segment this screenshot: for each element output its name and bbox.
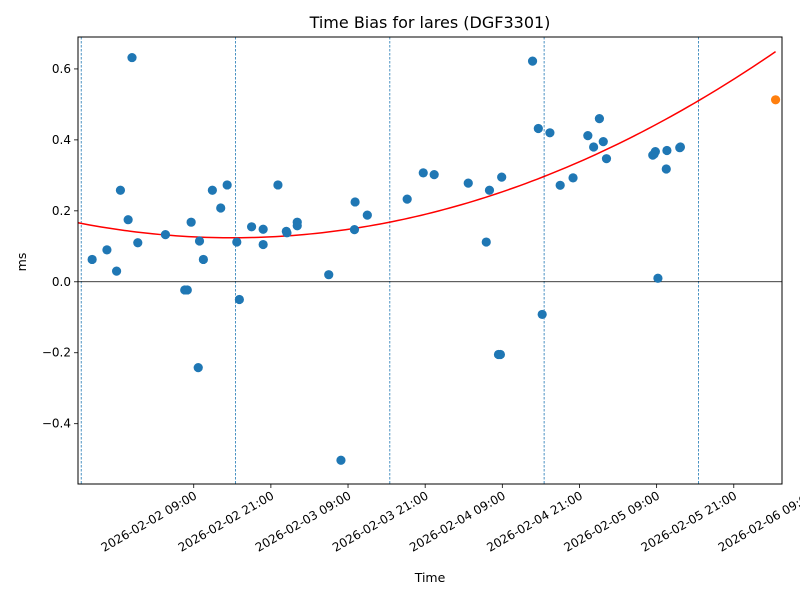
data-point: [207, 185, 217, 195]
y-tick-label: 0.4: [52, 133, 71, 147]
data-point: [568, 173, 578, 183]
y-tick-label: −0.4: [42, 417, 71, 431]
data-point: [533, 123, 543, 134]
data-point: [418, 168, 428, 178]
data-point: [222, 180, 232, 190]
data-point: [661, 164, 671, 174]
data-point: [545, 128, 555, 138]
data-point: [246, 222, 257, 232]
data-point: [115, 185, 126, 195]
y-tick-label: 0.0: [52, 275, 71, 289]
data-point: [258, 224, 268, 234]
data-point: [555, 180, 565, 190]
y-tick-label: 0.6: [52, 62, 71, 76]
session-boundary-lines: [80, 37, 699, 484]
data-point: [484, 185, 495, 195]
data-point: [292, 221, 302, 231]
data-point: [537, 309, 547, 320]
data-point: [527, 56, 538, 66]
fit-curve-group: [77, 50, 776, 239]
data-point: [336, 455, 346, 465]
plot-area: [78, 37, 782, 484]
data-point: [362, 210, 372, 220]
data-point: [653, 273, 663, 283]
data-point: [160, 230, 171, 240]
plot-border: [77, 36, 783, 485]
data-point: [349, 225, 360, 235]
data-point: [583, 131, 593, 141]
data-point: [594, 114, 605, 124]
y-axis-ticks: −0.4 −0.2 0.0 0.2 0.4 0.6: [42, 62, 78, 431]
fit-curve: [77, 50, 776, 239]
data-point: [662, 145, 672, 156]
data-points: [87, 52, 781, 465]
data-point: [232, 237, 242, 247]
data-point: [402, 194, 412, 204]
y-axis-label: ms: [14, 253, 29, 272]
data-point: [429, 170, 439, 180]
data-point: [650, 146, 660, 157]
data-point: [198, 254, 208, 265]
data-point: [193, 363, 203, 373]
data-point: [111, 266, 122, 276]
x-axis-label: Time: [414, 570, 446, 585]
data-point: [282, 228, 292, 238]
data-point: [350, 197, 360, 207]
y-tick-label: 0.2: [52, 204, 71, 218]
data-point: [495, 349, 505, 360]
data-point: [481, 237, 491, 247]
chart-title: Time Bias for lares (DGF3301): [309, 13, 551, 32]
data-point: [194, 236, 205, 246]
plot-background: [78, 37, 782, 484]
data-point: [133, 238, 143, 248]
data-point: [186, 217, 196, 227]
data-point: [463, 178, 473, 188]
data-point: [675, 142, 686, 152]
data-point: [87, 254, 97, 265]
data-point: [258, 239, 268, 250]
data-point: [127, 52, 137, 63]
data-point: [182, 285, 192, 295]
prediction-point: [770, 95, 781, 105]
data-point: [234, 294, 244, 305]
y-tick-label: −0.2: [42, 346, 71, 360]
data-point: [123, 215, 133, 225]
data-point: [102, 245, 112, 255]
data-point: [589, 142, 599, 152]
data-point: [216, 203, 226, 213]
data-point: [598, 137, 608, 147]
data-point: [324, 270, 334, 280]
data-point: [497, 172, 507, 182]
plot-frame: [77, 36, 783, 485]
data-point: [273, 180, 283, 190]
data-point: [601, 154, 612, 164]
